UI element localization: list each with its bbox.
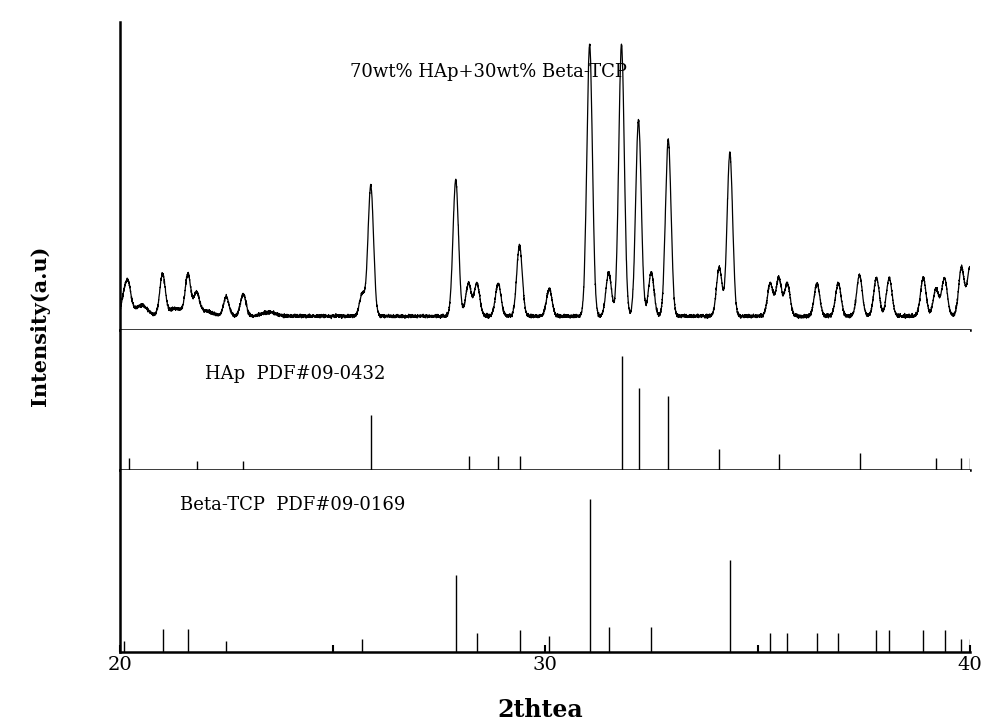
Text: HAp  PDF#09-0432: HAp PDF#09-0432 bbox=[205, 365, 385, 383]
Text: 70wt% HAp+30wt% Beta-TCP: 70wt% HAp+30wt% Beta-TCP bbox=[350, 63, 626, 81]
Text: Intensity(a.u): Intensity(a.u) bbox=[30, 245, 50, 406]
Text: Beta-TCP  PDF#09-0169: Beta-TCP PDF#09-0169 bbox=[180, 496, 405, 513]
Text: 2thtea: 2thtea bbox=[497, 697, 583, 722]
